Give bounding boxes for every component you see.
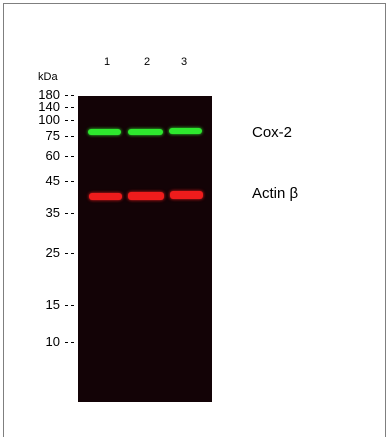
marker-label-45: 45 bbox=[45, 173, 60, 188]
cox2-band-lane-2 bbox=[128, 129, 163, 135]
marker-label-60: 60 bbox=[45, 148, 60, 163]
lane-label-3: 3 bbox=[180, 56, 188, 68]
marker-tick-140 bbox=[65, 107, 74, 108]
marker-tick-15 bbox=[65, 305, 74, 306]
marker-label-25: 25 bbox=[45, 245, 60, 260]
actin-band-lane-2 bbox=[128, 192, 164, 200]
marker-tick-100 bbox=[65, 120, 74, 121]
marker-label-35: 35 bbox=[45, 205, 60, 220]
actin-band-lane-3 bbox=[170, 191, 203, 199]
marker-tick-45 bbox=[65, 181, 74, 182]
marker-tick-10 bbox=[65, 342, 74, 343]
cox2-band-lane-1 bbox=[88, 129, 121, 135]
protein-label-cox2: Cox-2 bbox=[252, 124, 293, 141]
marker-label-100: 100 bbox=[38, 112, 60, 127]
marker-label-75: 75 bbox=[45, 128, 60, 143]
marker-tick-60 bbox=[65, 156, 74, 157]
actin-band-lane-1 bbox=[89, 193, 122, 200]
marker-label-140: 140 bbox=[38, 99, 60, 114]
marker-label-10: 10 bbox=[45, 334, 60, 349]
marker-tick-25 bbox=[65, 253, 74, 254]
marker-label-15: 15 bbox=[45, 297, 60, 312]
marker-label-180: 180 bbox=[38, 87, 60, 102]
marker-tick-75 bbox=[65, 136, 74, 137]
marker-tick-180 bbox=[65, 95, 74, 96]
lane-label-1: 1 bbox=[103, 56, 111, 68]
marker-tick-35 bbox=[65, 213, 74, 214]
protein-label-actin: Actin β bbox=[252, 185, 299, 202]
western-blot-image bbox=[78, 96, 212, 402]
mw-unit-label: kDa bbox=[38, 71, 58, 83]
cox2-band-lane-3 bbox=[169, 128, 202, 134]
lane-label-2: 2 bbox=[143, 56, 151, 68]
